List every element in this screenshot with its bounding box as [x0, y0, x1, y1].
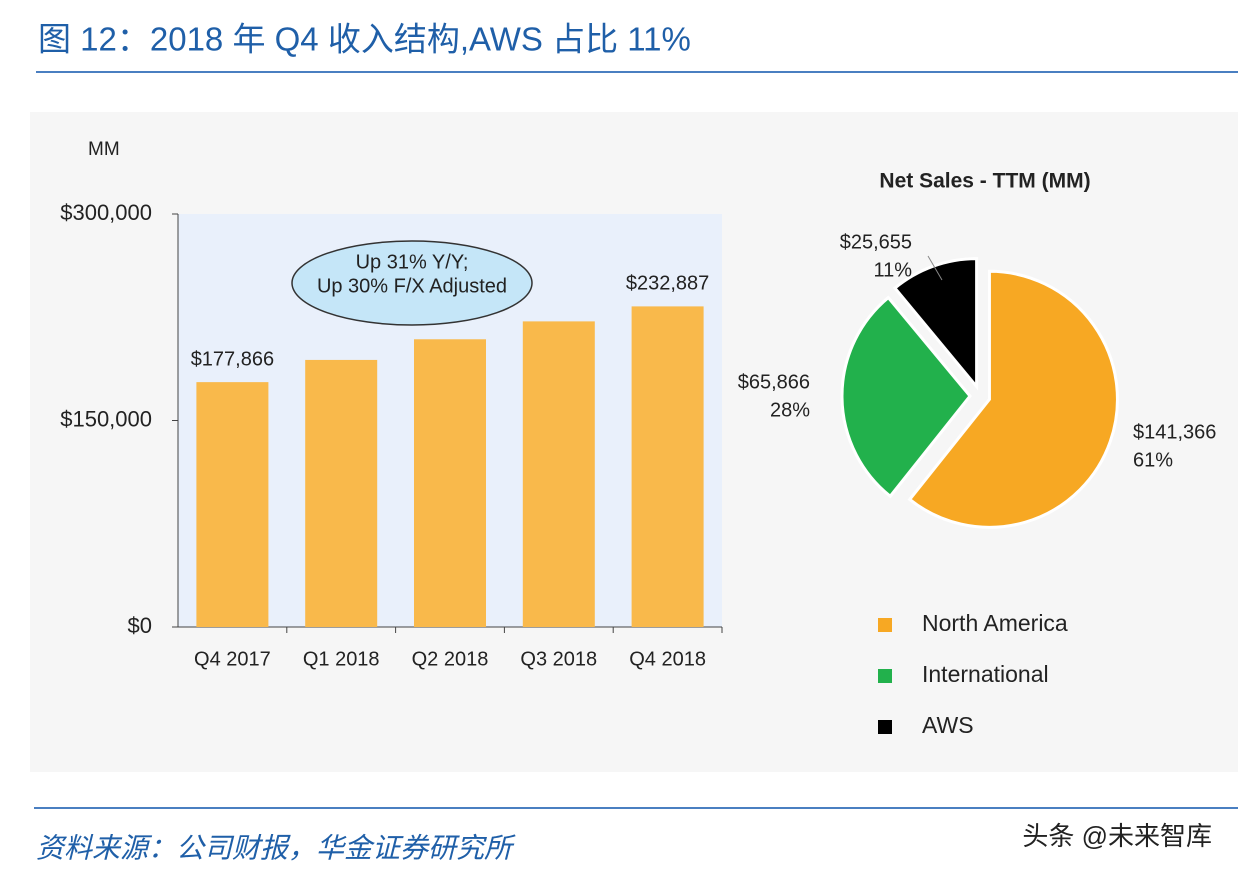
y-tick-label: $300,000	[60, 200, 152, 225]
slice-share-label: 28%	[770, 399, 810, 421]
y-tick-label: $150,000	[60, 406, 152, 431]
bar	[305, 359, 378, 627]
y-tick-label: $0	[128, 613, 152, 638]
slice-share-label: 11%	[873, 259, 912, 281]
slice-value-label: $141,366	[1133, 421, 1216, 443]
x-tick-label: Q3 2018	[520, 648, 597, 670]
x-tick-label: Q1 2018	[303, 648, 380, 670]
bar	[631, 306, 704, 627]
leader-line	[927, 255, 943, 281]
annotation: Up 31% Y/Y;	[356, 251, 469, 273]
legend-swatch	[878, 669, 892, 683]
slice-value-label: $65,866	[738, 371, 810, 393]
annotation-bubble	[291, 240, 533, 326]
bar	[414, 339, 486, 627]
page-title: 图 12：2018 年 Q4 收入结构,AWS 占比 11%	[38, 21, 691, 58]
x-tick-label: Q2 2018	[412, 648, 489, 670]
x-tick-label: Q4 2018	[629, 648, 706, 670]
legend-label: AWS	[922, 712, 974, 738]
legend-swatch	[878, 720, 892, 734]
annotation: Up 30% F/X Adjusted	[317, 275, 507, 297]
value-label: $232,887	[626, 273, 709, 295]
slice-share-label: 61%	[1133, 449, 1173, 471]
pie-slice	[892, 257, 979, 391]
y-axis-label: MM	[88, 139, 120, 160]
watermark: 头条 @未来智库	[1022, 821, 1212, 851]
value-label: $177,866	[191, 348, 274, 370]
x-tick-label: Q4 2017	[194, 648, 271, 670]
slice-value-label: $25,655	[840, 231, 912, 253]
pie-slice	[907, 269, 1119, 529]
legend-swatch	[878, 618, 892, 632]
legend-label: International	[922, 661, 1049, 687]
bar	[522, 321, 595, 627]
pie-title: Net Sales - TTM (MM)	[879, 170, 1090, 193]
source: 资料来源：公司财报，华金证券研究所	[36, 832, 516, 863]
bar	[196, 382, 269, 627]
pie-slice	[840, 295, 972, 499]
legend-label: North America	[922, 610, 1068, 636]
